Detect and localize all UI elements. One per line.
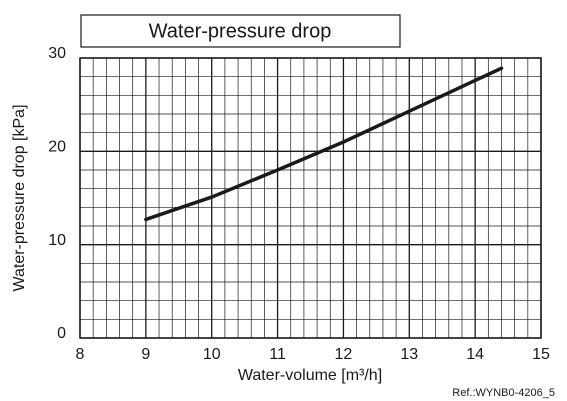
- y-tick-label: 30: [48, 45, 66, 62]
- x-tick-label: 14: [466, 346, 484, 363]
- data-line: [144, 66, 504, 222]
- chart-title: Water-pressure drop: [149, 20, 332, 42]
- x-tick-label: 11: [269, 346, 286, 363]
- reference-note: Ref.:WYNB0-4206_5: [452, 387, 555, 399]
- x-tick-label: 15: [532, 346, 550, 363]
- x-tick-label: 8: [76, 346, 85, 363]
- x-tick-label: 13: [400, 346, 418, 363]
- y-tick-label: 10: [48, 232, 66, 249]
- plot-frame: [79, 57, 542, 339]
- title-box: [80, 14, 401, 48]
- x-tick-label: 10: [203, 346, 221, 363]
- x-tick-label: 12: [335, 346, 353, 363]
- x-tick-label: 9: [141, 346, 150, 363]
- x-axis-label: Water-volume [m³/h]: [238, 367, 382, 384]
- y-axis-label: Water-pressure drop [kPa]: [11, 104, 28, 291]
- y-tick-label: 0: [57, 325, 66, 342]
- y-tick-label: 20: [48, 139, 66, 156]
